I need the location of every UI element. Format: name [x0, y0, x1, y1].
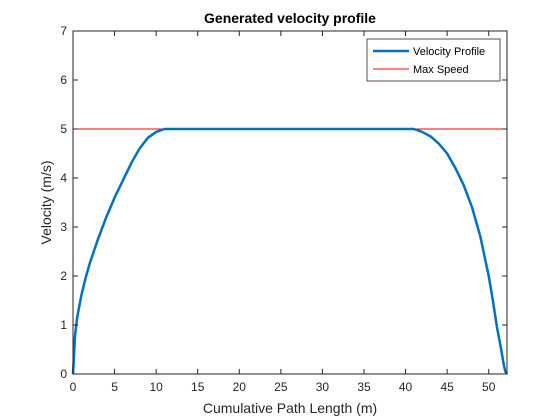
- y-tick-label: 4: [60, 171, 67, 185]
- legend-label-velocity-profile: Velocity Profile: [413, 46, 485, 58]
- x-tick-label: 0: [70, 380, 77, 394]
- legend-label-max-speed: Max Speed: [413, 64, 469, 76]
- legend: Velocity Profile Max Speed: [366, 38, 501, 82]
- y-tick-label: 6: [60, 73, 67, 87]
- x-axis-ticks: 0 5 10 15 20 25 30 35 40 45 50: [70, 31, 496, 394]
- x-tick-label: 25: [274, 380, 288, 394]
- axes-box: [72, 30, 508, 375]
- y-tick-label: 5: [60, 122, 67, 136]
- x-tick-label: 35: [357, 380, 371, 394]
- y-tick-label: 3: [60, 220, 67, 234]
- x-tick-label: 15: [191, 380, 205, 394]
- x-tick-label: 50: [482, 380, 496, 394]
- y-tick-label: 0: [60, 367, 67, 381]
- series-layer: [71, 127, 509, 375]
- y-axis-ticks: 0 1 2 3 4 5 6 7: [60, 24, 507, 381]
- x-tick-label: 30: [316, 380, 330, 394]
- y-axis-label: Velocity (m/s): [38, 160, 54, 244]
- y-tick-label: 2: [60, 269, 67, 283]
- y-tick-label: 1: [60, 318, 67, 332]
- plot-area: [73, 31, 507, 374]
- chart-title: Generated velocity profile: [204, 10, 376, 26]
- x-tick-label: 10: [149, 380, 163, 394]
- x-axis-label: Cumulative Path Length (m): [203, 400, 377, 416]
- x-tick-label: 5: [111, 380, 118, 394]
- x-tick-label: 45: [440, 380, 454, 394]
- x-tick-label: 40: [399, 380, 413, 394]
- x-tick-label: 20: [233, 380, 247, 394]
- y-tick-label: 7: [60, 24, 67, 38]
- legend-box: [366, 38, 501, 82]
- series-line-velocity-profile: [71, 127, 509, 375]
